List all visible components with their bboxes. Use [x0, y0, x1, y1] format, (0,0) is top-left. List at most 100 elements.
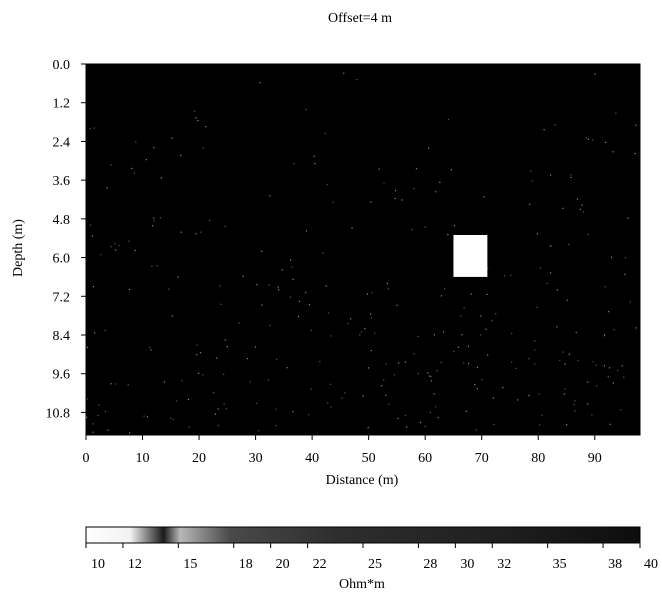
speckle: [153, 146, 155, 149]
speckle: [570, 176, 572, 179]
speckle: [554, 124, 556, 126]
colorbar: 10 12 15 18 20 22 25 28 30 32 35 38 40 Ohm*m: [85, 526, 658, 592]
y-tick-label: 3.6: [53, 174, 71, 189]
speckle: [97, 414, 99, 417]
speckle: [213, 392, 215, 394]
speckle: [566, 424, 568, 426]
speckle: [143, 415, 145, 417]
speckle: [135, 141, 137, 143]
speckle: [428, 147, 430, 149]
speckle: [503, 275, 506, 277]
speckle: [404, 361, 406, 363]
speckle: [447, 234, 449, 236]
speckle: [463, 307, 465, 309]
speckle: [587, 381, 589, 383]
speckle: [224, 339, 226, 341]
speckle: [131, 167, 133, 170]
speckle: [485, 328, 487, 330]
speckle: [110, 246, 112, 248]
speckle: [591, 414, 593, 416]
speckle: [531, 180, 533, 182]
speckle: [465, 410, 467, 412]
speckle: [419, 421, 422, 424]
chart-title: Offset=4 m: [328, 11, 392, 26]
speckle: [275, 358, 278, 360]
speckle: [447, 118, 450, 121]
colorbar-tick-label: 10: [91, 557, 105, 572]
speckle: [242, 275, 244, 278]
speckle: [450, 169, 452, 171]
speckle: [559, 359, 561, 361]
speckle: [187, 398, 189, 400]
colorbar-tick-label: 20: [276, 557, 290, 572]
speckle: [177, 276, 179, 278]
speckle: [515, 367, 517, 370]
speckle: [223, 403, 225, 405]
speckle: [502, 386, 504, 389]
speckle: [433, 393, 435, 395]
speckle: [563, 393, 565, 395]
speckle: [269, 195, 271, 197]
plot-area: [85, 63, 641, 436]
speckle: [615, 112, 617, 114]
speckle: [268, 284, 270, 286]
y-tick-label: 4.8: [53, 213, 71, 228]
speckle: [281, 269, 283, 271]
speckle: [487, 354, 489, 356]
speckle: [305, 230, 308, 232]
speckle: [463, 362, 465, 364]
x-tick-label: 40: [305, 451, 319, 466]
speckle: [595, 364, 597, 366]
speckle: [249, 381, 251, 383]
speckle: [180, 154, 182, 156]
speckle: [219, 285, 221, 287]
speckle: [115, 249, 117, 251]
speckle: [92, 423, 94, 425]
speckle: [350, 318, 352, 320]
speckle: [330, 335, 332, 337]
speckle: [436, 369, 438, 372]
speckle: [546, 282, 548, 284]
speckle: [171, 137, 173, 139]
speckle: [327, 402, 329, 404]
y-tick-label: 1.2: [53, 97, 71, 112]
speckle: [291, 266, 293, 268]
speckle: [93, 127, 96, 129]
speckle: [487, 267, 489, 270]
speckle: [608, 367, 611, 369]
speckle: [258, 430, 260, 432]
speckle: [181, 380, 183, 382]
x-axis: 0 10 20 30 40 50 60 70 80 90: [83, 64, 602, 466]
speckle: [196, 353, 198, 356]
speckle: [394, 197, 396, 200]
speckle: [453, 350, 455, 353]
speckle: [197, 372, 200, 374]
speckle: [238, 322, 240, 324]
speckle: [128, 432, 131, 434]
speckle: [539, 267, 541, 269]
speckle: [275, 424, 277, 427]
speckle: [476, 388, 478, 390]
speckle: [528, 394, 530, 397]
speckle: [383, 379, 385, 381]
speckle: [324, 132, 326, 135]
speckle: [297, 315, 300, 318]
speckle: [370, 201, 372, 203]
speckle: [442, 331, 445, 333]
speckle: [86, 346, 89, 349]
speckle: [440, 295, 443, 297]
speckle: [536, 233, 539, 235]
speckle: [556, 326, 558, 328]
colorbar-tick-label: 35: [553, 557, 567, 572]
speckle: [370, 349, 372, 352]
speckle: [470, 293, 472, 295]
speckle: [150, 349, 152, 351]
x-tick-label: 0: [83, 451, 90, 466]
speckle: [596, 385, 598, 387]
background-speckle: [86, 72, 637, 434]
speckle: [621, 365, 623, 367]
speckle: [556, 289, 558, 291]
speckle: [460, 315, 462, 317]
speckle: [370, 313, 372, 315]
y-tick-label: 9.6: [53, 368, 71, 383]
